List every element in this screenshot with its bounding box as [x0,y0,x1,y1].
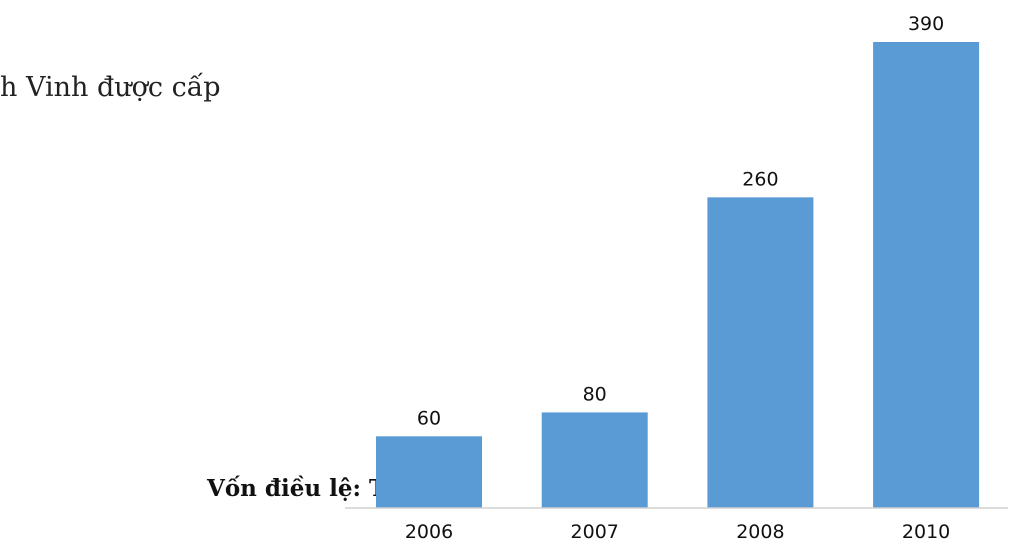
x-tick-label-2008: 2008 [736,521,784,543]
value-labels-group: 60 80 260 390 [417,13,944,429]
x-tick-labels-group: 2006 2007 2008 2010 [405,521,950,543]
bar-2007 [541,412,648,508]
value-label-2007: 80 [583,383,607,405]
value-label-2010: 390 [908,13,944,35]
bar-2008 [707,197,814,509]
x-tick-label-2006: 2006 [405,521,453,543]
bars-group [376,42,980,509]
x-tick-label-2010: 2010 [902,521,950,543]
bar-2010 [873,42,980,508]
value-label-2006: 60 [417,407,441,429]
bar-2006 [376,436,482,508]
value-label-2008: 260 [742,168,778,190]
x-tick-label-2007: 2007 [571,521,619,543]
intro-text-fragment: h Vinh được cấp [0,72,221,103]
